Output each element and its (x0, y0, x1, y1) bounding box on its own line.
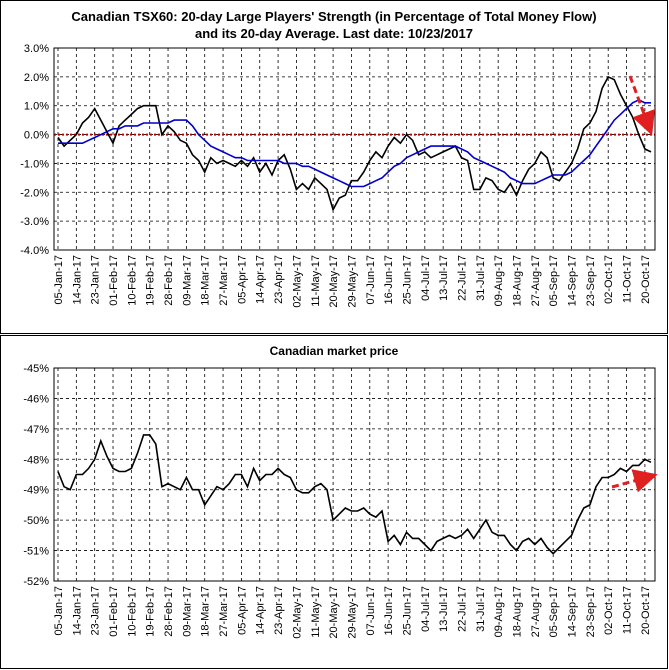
x-tick-label: 11-May-17 (310, 586, 322, 638)
x-tick-label: 22-Jul-17 (456, 586, 468, 632)
x-tick-label: 25-Jun-17 (401, 255, 413, 305)
x-tick-label: 19-Feb-17 (145, 586, 157, 637)
x-tick-label: 27-Aug-17 (530, 255, 542, 306)
trend-arrow (628, 75, 656, 136)
x-tick-label: 09-Aug-17 (493, 586, 505, 637)
x-tick-label: 14-Sep-17 (567, 255, 579, 306)
plot-border (53, 47, 656, 251)
x-tick-label: 01-Feb-17 (108, 586, 120, 637)
x-tick-label: 28-Feb-17 (163, 255, 175, 306)
y-tick-label: -50% (23, 515, 49, 527)
plot-area (54, 48, 655, 250)
x-tick-label: 31-Jul-17 (475, 255, 487, 301)
y-tick-label: -45% (23, 363, 49, 375)
x-tick-label: 05-Apr-17 (236, 586, 248, 635)
chart-title: Canadian TSX60: 20-day Large Players' St… (71, 9, 597, 41)
x-tick-label: 18-Aug-17 (512, 255, 524, 306)
x-tick-label: 23-Sep-17 (585, 586, 597, 637)
x-tick-label: 11-May-17 (310, 255, 322, 307)
y-tick-label: -46% (23, 393, 49, 405)
y-tick-label: -49% (23, 485, 49, 497)
x-tick-label: 02-Oct-17 (603, 586, 615, 635)
y-tick-label: 1.0% (24, 101, 49, 113)
panel-border (0, 335, 668, 669)
x-tick-label: 14-Sep-17 (567, 586, 579, 637)
x-tick-label: 22-Jul-17 (456, 255, 468, 301)
x-tick-label: 23-Apr-17 (273, 255, 285, 304)
series-line (57, 434, 652, 555)
x-tick-label: 29-May-17 (346, 255, 358, 308)
panel-border (0, 0, 668, 334)
x-tick-label: 09-Aug-17 (493, 255, 505, 306)
x-tick-label: 16-Jun-17 (383, 586, 395, 636)
y-tick-label: -48% (23, 454, 49, 466)
x-tick-label: 04-Jul-17 (420, 255, 432, 301)
x-tick-label: 25-Jun-17 (401, 586, 413, 636)
y-tick-label: 3.0% (24, 43, 49, 55)
x-tick-label: 07-Jun-17 (365, 255, 377, 305)
x-tick-label: 13-Jul-17 (438, 586, 450, 632)
x-tick-label: 05-Jan-17 (53, 586, 65, 636)
x-tick-label: 27-Mar-17 (218, 586, 230, 637)
series-line (57, 75, 652, 212)
x-tick-label: 18-Aug-17 (512, 586, 524, 637)
x-tick-label: 05-Sep-17 (548, 255, 560, 306)
y-tick-label: -3.0% (20, 216, 49, 228)
x-tick-label: 14-Apr-17 (255, 586, 267, 635)
x-tick-label: 02-May-17 (291, 255, 303, 308)
x-tick-label: 05-Sep-17 (548, 586, 560, 637)
x-tick-label: 14-Jan-17 (71, 586, 83, 636)
trend-arrow (611, 469, 658, 493)
x-tick-label: 19-Feb-17 (145, 255, 157, 306)
x-tick-label: 10-Feb-17 (126, 255, 138, 306)
x-tick-label: 28-Feb-17 (163, 586, 175, 637)
y-tick-label: -47% (23, 424, 49, 436)
x-tick-label: 23-Jan-17 (90, 586, 102, 636)
x-tick-label: 14-Apr-17 (255, 255, 267, 304)
x-tick-label: 05-Jan-17 (53, 255, 65, 305)
y-tick-label: -2.0% (20, 187, 49, 199)
x-tick-label: 11-Oct-17 (622, 586, 634, 634)
x-tick-label: 23-Jan-17 (90, 255, 102, 305)
y-tick-label: -1.0% (20, 158, 49, 170)
x-tick-label: 01-Feb-17 (108, 255, 120, 306)
x-tick-label: 13-Jul-17 (438, 255, 450, 301)
x-tick-label: 10-Feb-17 (126, 586, 138, 637)
x-tick-label: 18-Mar-17 (200, 255, 212, 306)
x-tick-label: 09-Mar-17 (181, 255, 193, 306)
series-line (58, 99, 651, 188)
x-tick-label: 16-Jun-17 (383, 255, 395, 305)
x-tick-label: 02-Oct-17 (603, 255, 615, 304)
y-tick-label: -51% (23, 546, 49, 558)
x-tick-label: 20-Oct-17 (640, 255, 652, 304)
x-tick-label: 04-Jul-17 (420, 586, 432, 632)
x-tick-label: 09-Mar-17 (181, 586, 193, 637)
x-tick-label: 31-Jul-17 (475, 586, 487, 632)
x-tick-label: 07-Jun-17 (365, 586, 377, 636)
x-tick-label: 27-Mar-17 (218, 255, 230, 306)
y-tick-label: 0.0% (24, 130, 49, 142)
plot-area (54, 368, 655, 581)
x-tick-label: 29-May-17 (346, 586, 358, 639)
x-tick-label: 05-Apr-17 (236, 255, 248, 304)
x-tick-label: 27-Aug-17 (530, 586, 542, 637)
x-tick-label: 23-Sep-17 (585, 255, 597, 306)
y-tick-label: -4.0% (20, 245, 49, 257)
y-tick-label: -52% (23, 576, 49, 588)
x-tick-label: 23-Apr-17 (273, 586, 285, 635)
x-tick-label: 02-May-17 (291, 586, 303, 639)
x-tick-label: 11-Oct-17 (622, 255, 634, 303)
x-tick-label: 20-Oct-17 (640, 586, 652, 635)
x-tick-label: 20-May-17 (328, 255, 340, 308)
x-tick-label: 14-Jan-17 (71, 255, 83, 305)
y-tick-label: 2.0% (24, 72, 49, 84)
x-tick-label: 18-Mar-17 (200, 586, 212, 637)
chart-title: Canadian market price (270, 344, 399, 358)
x-tick-label: 20-May-17 (328, 586, 340, 639)
